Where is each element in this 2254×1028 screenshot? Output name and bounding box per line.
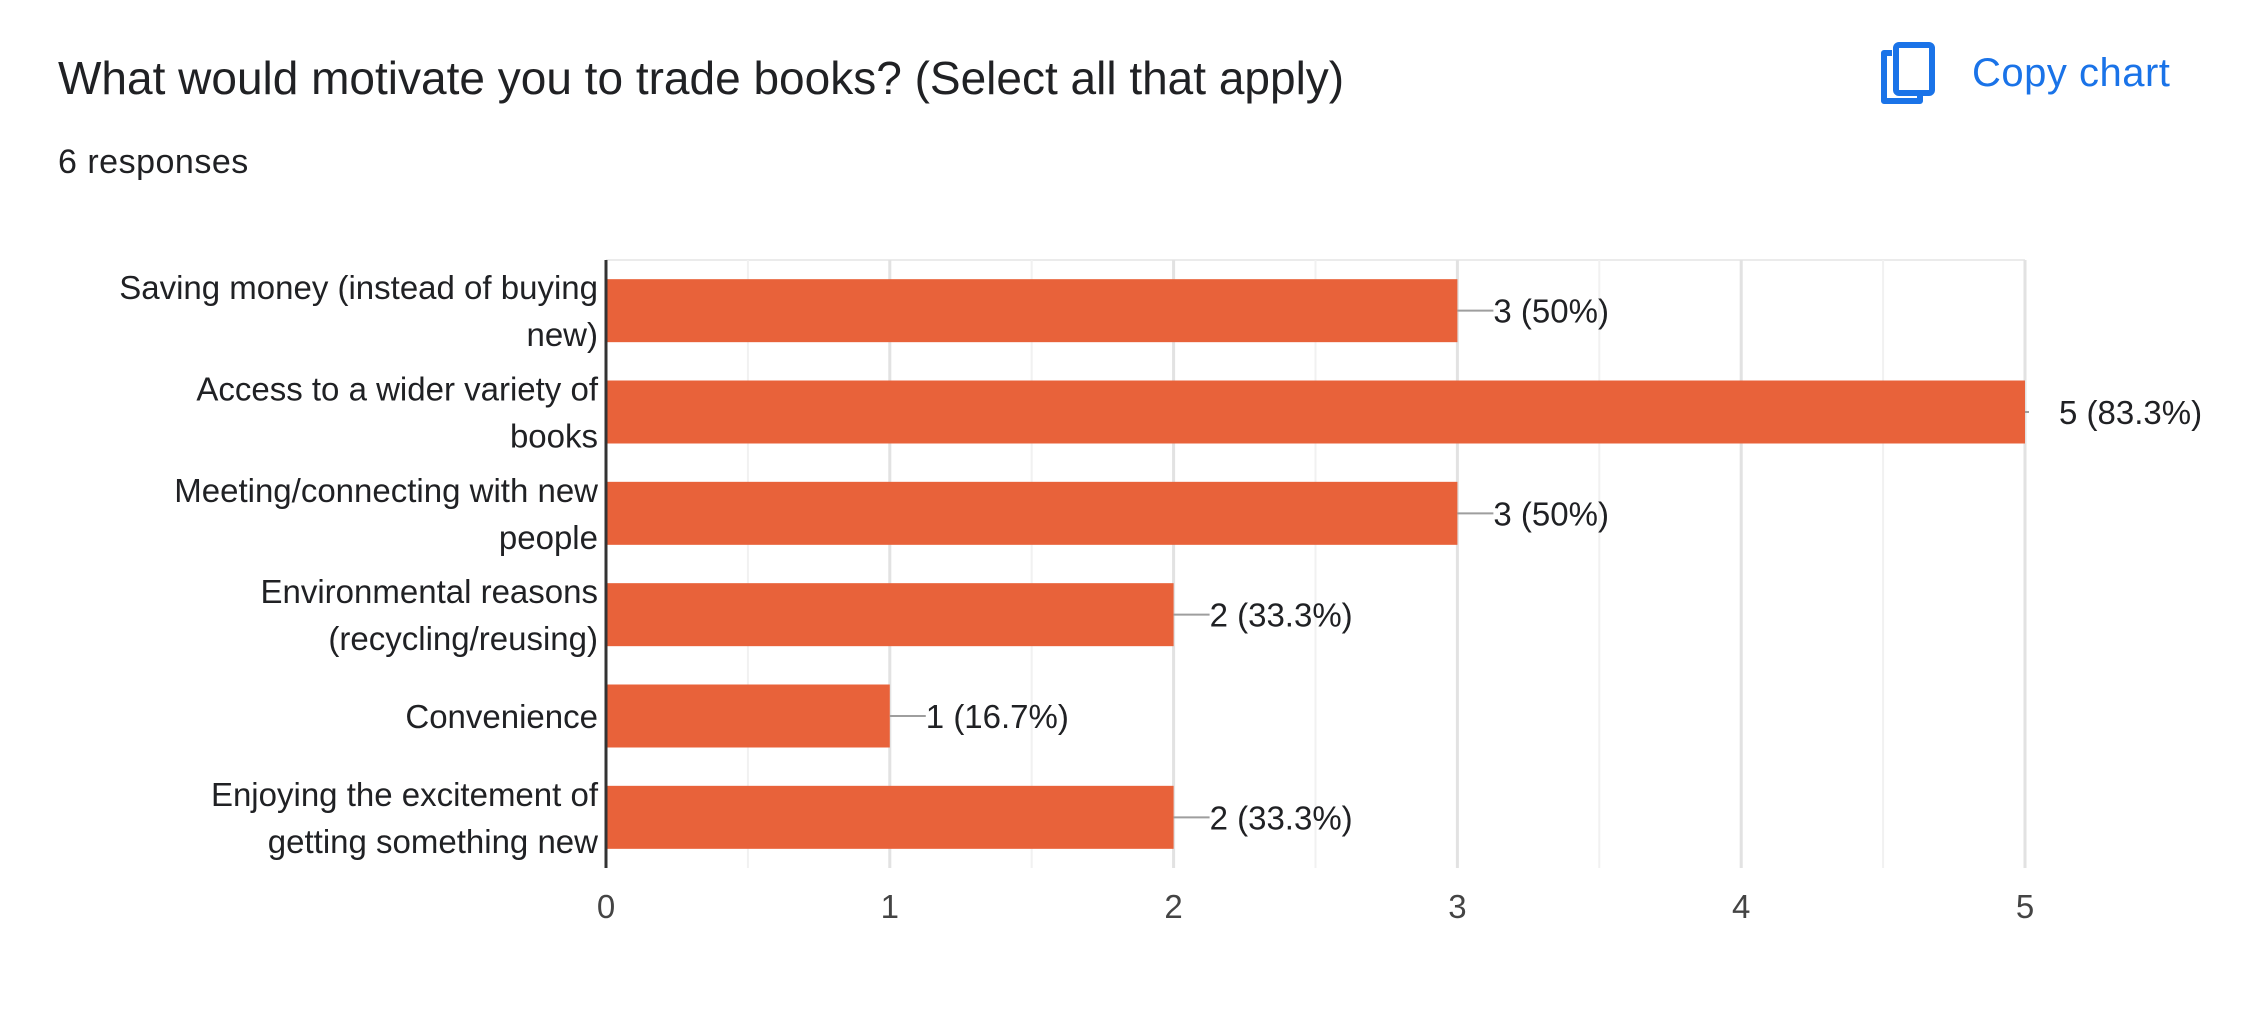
bar — [606, 785, 1174, 849]
category-label: new) — [526, 316, 598, 353]
copy-chart-label: Copy chart — [1972, 50, 2171, 95]
category-label: (recycling/reusing) — [328, 620, 598, 657]
category-label: Access to a wider variety of — [196, 371, 598, 408]
category-label: Meeting/connecting with new — [174, 472, 598, 509]
copy-chart-button[interactable]: Copy chart — [1880, 38, 2170, 108]
category-label: people — [499, 519, 598, 556]
bar — [606, 583, 1174, 647]
x-tick-label: 5 — [2016, 888, 2034, 925]
category-label: Environmental reasons — [260, 573, 598, 610]
data-label: 2 (33.3%) — [1210, 597, 1353, 634]
x-tick-label: 4 — [1732, 888, 1750, 925]
data-label: 1 (16.7%) — [926, 698, 1069, 735]
category-label: books — [510, 418, 598, 455]
category-label: Saving money (instead of buying — [119, 269, 598, 306]
x-tick-label: 2 — [1164, 888, 1182, 925]
category-label: Convenience — [405, 698, 598, 735]
copy-icon — [1880, 41, 1938, 105]
data-label: 3 (50%) — [1493, 293, 1609, 330]
category-label: Enjoying the excitement of — [211, 776, 599, 813]
bar — [606, 279, 1458, 343]
bar — [606, 684, 890, 748]
x-tick-label: 1 — [881, 888, 899, 925]
x-tick-label: 3 — [1448, 888, 1466, 925]
chart-title: What would motivate you to trade books? … — [58, 52, 1345, 104]
x-tick-label: 0 — [597, 888, 615, 925]
bar — [606, 380, 2025, 444]
data-label: 2 (33.3%) — [1210, 799, 1353, 836]
data-label: 5 (83.3%) — [2059, 394, 2202, 431]
data-label: 3 (50%) — [1493, 495, 1609, 532]
bar — [606, 481, 1458, 545]
response-count: 6 responses — [58, 143, 249, 181]
category-label: getting something new — [268, 823, 598, 860]
